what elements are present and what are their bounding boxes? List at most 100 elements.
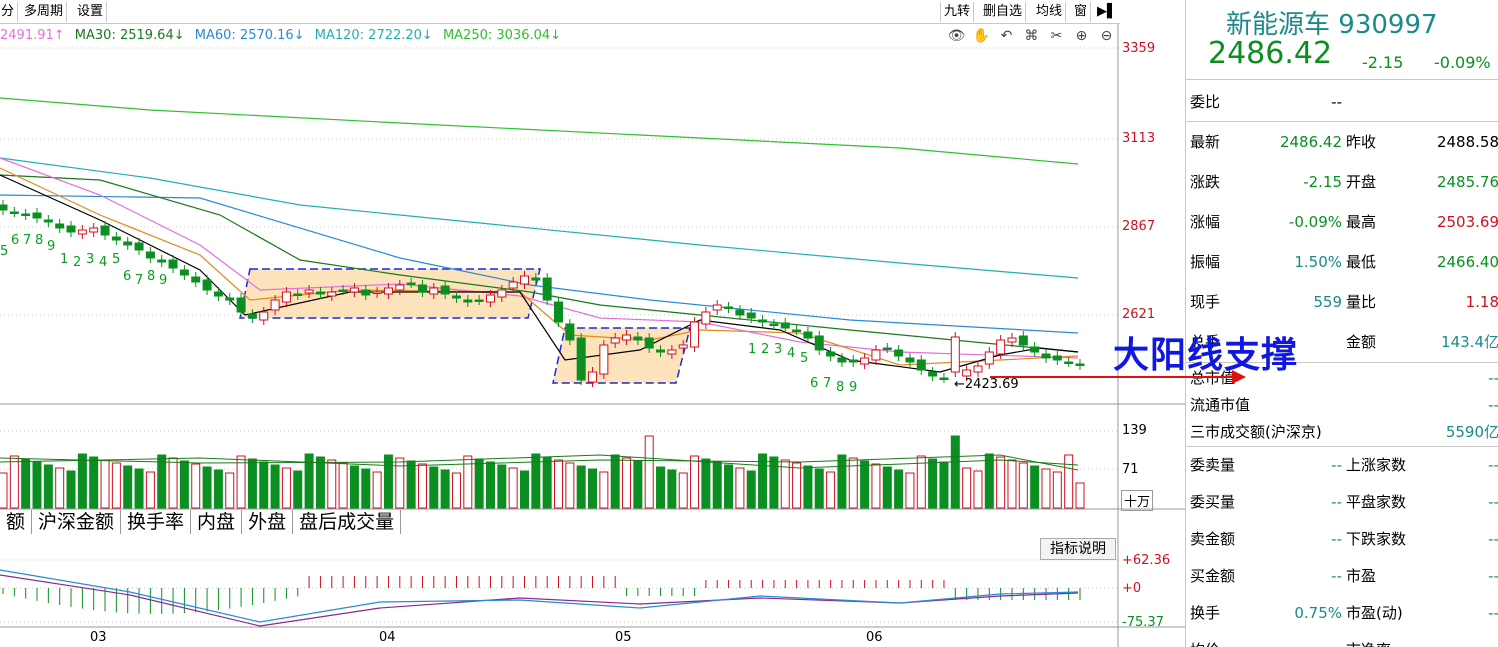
tab-inner[interactable]: 内盘 (191, 510, 243, 534)
weibi-value: -- (1331, 93, 1342, 111)
nine-turn-label: 6 (11, 233, 19, 248)
ma-legend: 2491.91↑ MA30: 2519.64↓ MA60: 2570.16↓ M… (0, 27, 567, 45)
candle-body (690, 321, 700, 348)
volume-bar (497, 464, 507, 509)
volume-bar (712, 461, 722, 509)
nine-turn-label: 9 (849, 380, 857, 395)
nine-turn-label: 6 (123, 269, 131, 284)
quote-label: 最低 (1346, 253, 1377, 271)
candle-body (111, 236, 121, 241)
nine-turn-label: 8 (836, 380, 844, 395)
quote-label: 涨跌 (1190, 173, 1221, 191)
candle-body (1075, 363, 1085, 366)
candle-body (939, 377, 949, 380)
toolbar-settings-button[interactable]: 设置 (74, 2, 108, 22)
nine-turn-label: 3 (86, 252, 94, 267)
volume-bar (848, 457, 858, 509)
stock-price: 2486.42 (1208, 36, 1333, 71)
ma120-legend: MA120: 2722.20↓ (314, 28, 433, 43)
scissors-icon[interactable]: ✂ (1050, 28, 1063, 44)
volume-bar (145, 471, 155, 509)
toolbar-nine-turn-button[interactable]: 九转 (940, 2, 975, 22)
nine-turn-label: 8 (35, 233, 43, 248)
volume-bar (338, 462, 348, 509)
candle-body (474, 299, 484, 302)
kline-chart[interactable]: 6 7 8 951 2 3 4 56 7 8 91 2 3 4 56 7 8 9 (0, 0, 1185, 647)
tab-amount[interactable]: 额 (0, 510, 33, 534)
quote-value: 2485.76 (1436, 173, 1498, 191)
candle-body (0, 204, 8, 211)
candle-body (735, 309, 745, 316)
market-row: 三市成交额(沪深京) 5590亿 (1186, 419, 1498, 445)
price-tick-3113: 3113 (1122, 131, 1156, 146)
expand-panel-icon[interactable]: ▶▌ (1097, 4, 1117, 19)
candle-body (429, 287, 439, 295)
candle-body (259, 311, 269, 321)
tab-after-hours-volume[interactable]: 盘后成交量 (293, 510, 402, 534)
hand-icon[interactable]: ✋ (972, 28, 991, 44)
toolbar-minute-button[interactable]: 分 (0, 2, 19, 22)
candle-body (168, 259, 178, 269)
toolbar-multi-period-button[interactable]: 多周期 (21, 2, 68, 22)
volume-bar (281, 467, 291, 509)
candle-body (179, 269, 189, 276)
nine-turn-label: 5 (800, 351, 808, 366)
nine-turn-label: 2 (73, 255, 81, 270)
volume-bar (701, 458, 711, 509)
tab-turnover[interactable]: 换手率 (121, 510, 192, 534)
trade-label: 委卖量 (1190, 456, 1236, 474)
candle-body (916, 359, 926, 371)
link-icon[interactable]: ⌘ (1024, 28, 1039, 44)
quote-value: -2.15 (1303, 173, 1342, 191)
trade-value: -- (1488, 604, 1498, 622)
nine-turn-label: 7 (135, 273, 143, 288)
candle-body (519, 275, 529, 285)
indicator-explain-button[interactable]: 指标说明 (1040, 538, 1116, 560)
nine-turn-label: 7 (23, 233, 31, 248)
candle-body (338, 289, 348, 292)
stock-code: 930997 (1338, 10, 1438, 40)
macd-tick-zero: +0 (1122, 581, 1142, 596)
candle-body (667, 349, 677, 355)
zoom-out-icon[interactable]: ⊖ (1100, 28, 1113, 44)
volume-bar (21, 458, 31, 509)
undo-icon[interactable]: ↶ (1000, 28, 1013, 44)
candle-body (644, 337, 654, 349)
toolbar-ma-button[interactable]: 均线 (1033, 2, 1067, 22)
tab-outer[interactable]: 外盘 (242, 510, 294, 534)
candle-body (871, 349, 881, 361)
volume-bar (225, 472, 235, 509)
trade-value: -- (1488, 456, 1498, 474)
volume-bar (123, 465, 133, 509)
zoom-in-icon[interactable]: ⊕ (1075, 28, 1088, 44)
volume-bar (361, 468, 371, 509)
candle-body (848, 359, 858, 363)
market-value: -- (1488, 396, 1498, 414)
weibi-label: 委比 (1190, 93, 1221, 111)
market-value: 5590亿 (1445, 423, 1498, 441)
candle-body (508, 281, 518, 289)
trade-value: 0.75% (1294, 604, 1342, 622)
trade-value: -- (1488, 567, 1498, 585)
volume-bar (860, 460, 870, 509)
eye-icon[interactable]: 👁 (947, 28, 966, 44)
volume-bar (66, 470, 76, 509)
candle-body (349, 287, 359, 293)
trade-value: -- (1488, 493, 1498, 511)
low-price-marker: ←2423.69 (954, 377, 1019, 392)
tab-hs-amount[interactable]: 沪深金额 (32, 510, 122, 534)
volume-bar (531, 453, 541, 509)
candle-body (327, 291, 337, 297)
toolbar-remove-favorite-button[interactable]: 删自选 (980, 2, 1027, 22)
toolbar-window-button[interactable]: 窗 (1071, 2, 1092, 22)
volume-bar (950, 435, 960, 509)
candle-body (1030, 346, 1040, 353)
candle-body (622, 334, 632, 341)
trade-label: 卖金额 (1190, 530, 1236, 548)
quote-row: 总手 金额 143.4亿 (1186, 329, 1498, 355)
volume-bar (191, 463, 201, 509)
date-tick-06: 06 (866, 630, 883, 645)
volume-bar (939, 461, 949, 509)
nine-turn-label: 2 (761, 342, 769, 357)
chart-toolbar: 分 多周期 设置 九转 删自选 均线 窗 ▶▌ (0, 0, 1120, 24)
